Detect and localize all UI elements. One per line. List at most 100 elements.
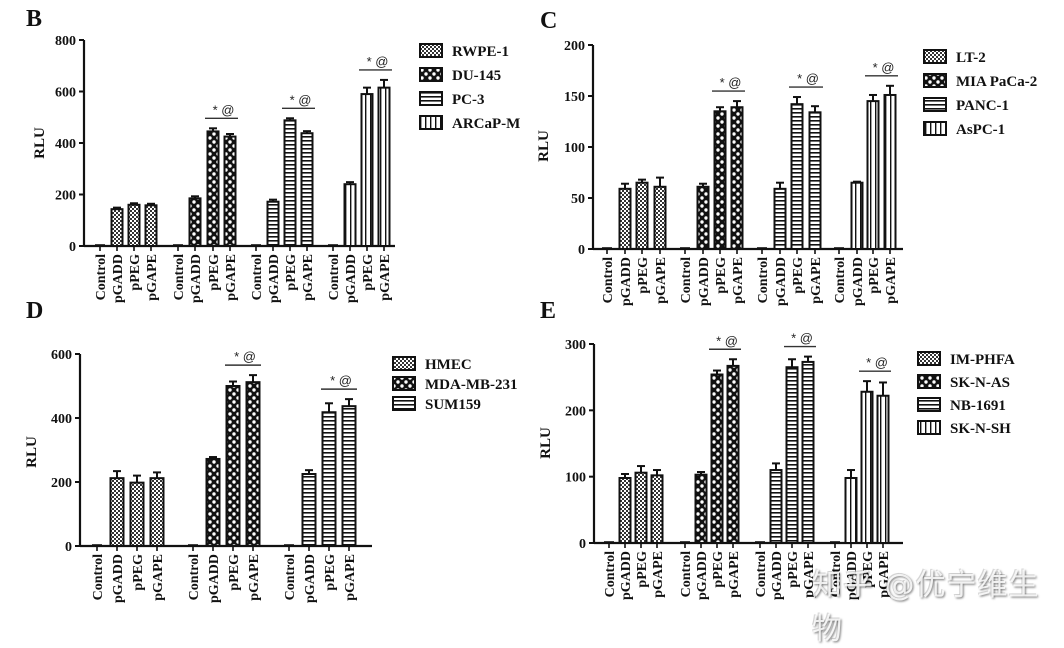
legend-item: SK-N-AS bbox=[917, 374, 1010, 391]
x-tick-label: pGAPE bbox=[809, 257, 824, 304]
legend-label: LT-2 bbox=[956, 50, 986, 66]
y-tick-label: 400 bbox=[55, 137, 76, 152]
significance-label: * @ bbox=[367, 54, 389, 69]
legend-item: AsPC-1 bbox=[923, 121, 1005, 138]
x-tick-label: pGADD bbox=[207, 554, 222, 603]
legend-item: PANC-1 bbox=[923, 97, 1009, 114]
bar bbox=[713, 110, 727, 250]
bar bbox=[618, 476, 632, 545]
legend-swatch bbox=[419, 67, 443, 82]
y-tick-label: 300 bbox=[565, 338, 586, 353]
legend-label: MDA-MB-231 bbox=[425, 377, 517, 393]
bar bbox=[790, 103, 804, 250]
significance-label: * @ bbox=[791, 331, 813, 346]
legend-item: DU-145 bbox=[419, 67, 501, 84]
x-tick-label: pGAPE bbox=[145, 254, 160, 301]
bar-group-mia-paca-2: Control pGADD pPEG pGAPE * @ bbox=[679, 75, 746, 306]
y-axis-label: RLU bbox=[538, 427, 554, 459]
x-tick-label: Control bbox=[833, 257, 848, 304]
x-tick-label: pGADD bbox=[267, 254, 282, 303]
legend-swatch bbox=[917, 397, 941, 412]
bar bbox=[341, 405, 357, 547]
y-axis-label: RLU bbox=[536, 130, 552, 162]
panel-letter: B bbox=[26, 6, 42, 32]
x-tick-label: pPEG bbox=[131, 554, 146, 591]
y-tick-label: 400 bbox=[51, 412, 72, 427]
x-tick-label: Control bbox=[250, 254, 265, 301]
x-tick-label: Control bbox=[172, 254, 187, 301]
y-tick-label: 150 bbox=[564, 90, 585, 105]
x-tick-label: pPEG bbox=[786, 551, 801, 588]
legend-item: IM-PHFA bbox=[917, 351, 1015, 368]
legend-swatch bbox=[419, 91, 443, 106]
x-tick-label: Control bbox=[679, 551, 694, 598]
x-tick-label: pPEG bbox=[867, 257, 882, 294]
legend-swatch bbox=[917, 351, 941, 366]
bar bbox=[634, 471, 648, 545]
y-tick-label: 600 bbox=[51, 348, 72, 363]
bar bbox=[635, 181, 649, 250]
bar-group-sk-n-as: Control pGADD pPEG pGAPE * @ bbox=[679, 333, 742, 600]
bar-group-pc-3: Control pGADD pPEG pGAPE * @ bbox=[250, 92, 316, 303]
legend-label: IM-PHFA bbox=[950, 352, 1015, 368]
legend-swatch bbox=[419, 115, 443, 130]
legend-swatch bbox=[917, 374, 941, 389]
bar bbox=[343, 183, 357, 247]
x-tick-label: Control bbox=[327, 254, 342, 301]
x-tick-label: Control bbox=[754, 551, 769, 598]
legend-label: NB-1691 bbox=[950, 398, 1006, 414]
significance-label: * @ bbox=[720, 75, 742, 90]
x-tick-label: pGADD bbox=[770, 551, 785, 600]
legend-item: SUM159 bbox=[392, 396, 481, 413]
bar bbox=[110, 208, 124, 248]
x-tick-label: Control bbox=[94, 254, 109, 301]
significance-label: * @ bbox=[330, 373, 352, 388]
panel-letter: D bbox=[26, 298, 43, 324]
legend-label: PANC-1 bbox=[956, 98, 1009, 114]
x-tick-label: pGAPE bbox=[731, 257, 746, 304]
bar bbox=[301, 473, 317, 547]
bar bbox=[129, 481, 145, 548]
legend-item: RWPE-1 bbox=[419, 43, 509, 60]
legend-swatch bbox=[392, 396, 416, 411]
legend-swatch bbox=[923, 73, 947, 88]
x-tick-label: pPEG bbox=[714, 257, 729, 294]
x-tick-label: pGAPE bbox=[301, 254, 316, 301]
x-tick-label: pPEG bbox=[323, 554, 338, 591]
bar bbox=[866, 100, 880, 250]
legend-label: AsPC-1 bbox=[956, 122, 1005, 138]
x-tick-label: pPEG bbox=[227, 554, 242, 591]
y-tick-label: 50 bbox=[571, 192, 585, 207]
bar bbox=[377, 86, 391, 247]
x-tick-label: pPEG bbox=[207, 254, 222, 291]
bar bbox=[696, 185, 710, 250]
bar bbox=[808, 111, 822, 250]
legend-label: MIA PaCa-2 bbox=[956, 74, 1037, 90]
x-tick-label: pPEG bbox=[636, 257, 651, 294]
x-tick-label: pGADD bbox=[111, 554, 126, 603]
significance-label: * @ bbox=[866, 355, 888, 370]
x-tick-label: pGAPE bbox=[378, 254, 393, 301]
x-tick-label: Control bbox=[187, 554, 202, 601]
bar-group-panc-1: Control pGADD pPEG pGAPE * @ bbox=[756, 71, 824, 306]
y-tick-label: 200 bbox=[564, 39, 585, 54]
bar-group-du-145: Control pGADD pPEG pGAPE * @ bbox=[172, 102, 239, 303]
bar bbox=[801, 360, 815, 544]
bar bbox=[726, 364, 740, 545]
bar bbox=[149, 477, 165, 547]
x-tick-label: pGADD bbox=[619, 551, 634, 600]
legend-label: SK-N-AS bbox=[950, 375, 1010, 391]
legend-swatch bbox=[917, 420, 941, 435]
x-tick-label: pGADD bbox=[851, 257, 866, 306]
legend-item: MIA PaCa-2 bbox=[923, 73, 1037, 90]
y-tick-label: 0 bbox=[69, 240, 76, 255]
bar bbox=[883, 93, 897, 251]
legend-label: DU-145 bbox=[452, 68, 501, 84]
x-tick-label: pGAPE bbox=[727, 551, 742, 598]
y-tick-label: 200 bbox=[51, 476, 72, 491]
x-tick-label: pGADD bbox=[619, 257, 634, 306]
bar bbox=[360, 93, 374, 247]
x-tick-label: pGAPE bbox=[654, 257, 669, 304]
